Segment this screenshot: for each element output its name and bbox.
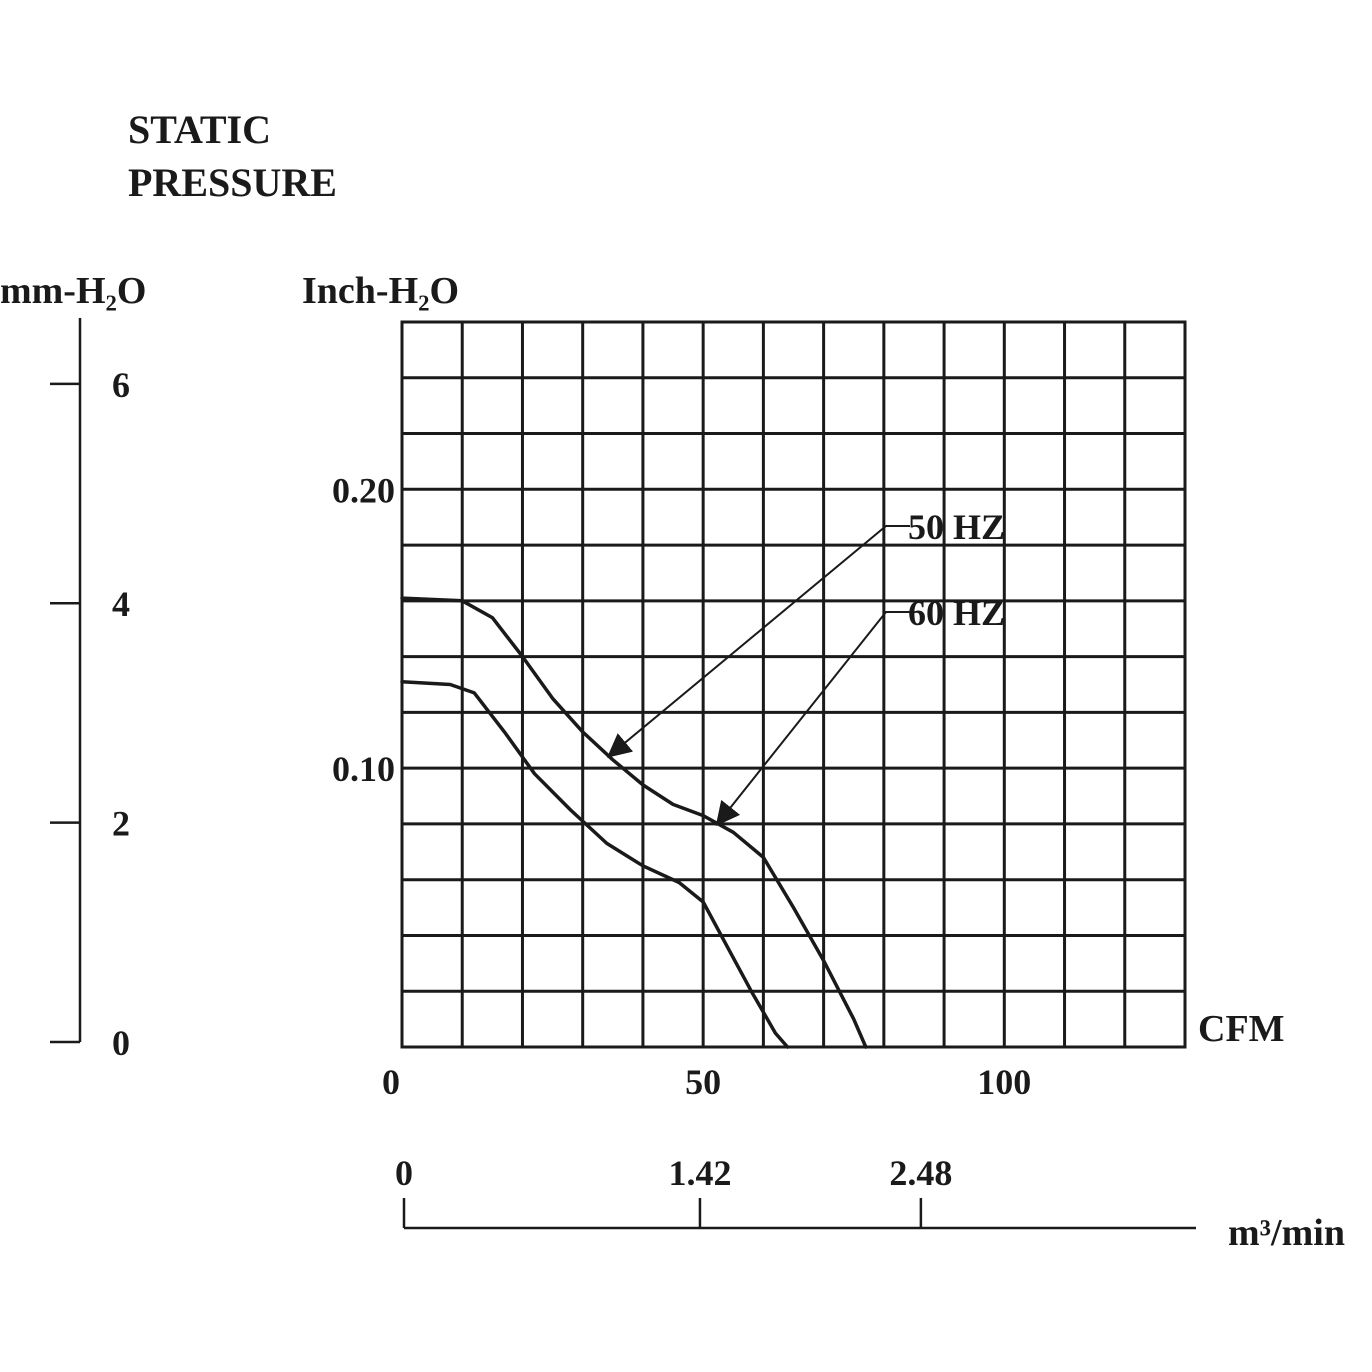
chart-grid: [400, 320, 1187, 1049]
series-label-50hz: 50 HZ: [908, 507, 1005, 547]
series-line-60hz: [400, 679, 790, 1049]
y-tick-label: 0.10: [332, 749, 395, 789]
series-layer: [400, 596, 868, 1049]
annotation-arrow: [715, 611, 910, 827]
x-tick-label: 100: [977, 1062, 1031, 1102]
m3-tick-label: 0: [395, 1153, 413, 1193]
m3-tick-label: 2.48: [889, 1153, 952, 1193]
x-tick-label: 50: [685, 1062, 721, 1102]
y-axis-left-label: mm-H₂O: [0, 270, 146, 312]
chart-title-line-2: PRESSURE: [128, 160, 337, 205]
annotation-arrow: [606, 525, 910, 758]
mm-tick-label: 0: [112, 1023, 130, 1063]
x-tick-label: 0: [382, 1062, 400, 1102]
mm-tick-label: 2: [112, 804, 130, 844]
mm-h2o-axis: 0 2 4 6: [50, 318, 130, 1063]
x-axis-secondary-label: m³/min: [1228, 1212, 1345, 1254]
x-axis-label: CFM: [1198, 1008, 1285, 1050]
y-axis-inner-label: Inch-H₂O: [302, 270, 459, 312]
annotation-layer: 50 HZ 60 HZ: [606, 507, 1005, 827]
mm-tick-label: 4: [112, 584, 130, 624]
series-line-50hz: [400, 596, 868, 1049]
series-label-60hz: 60 HZ: [908, 593, 1005, 633]
plot-frame: [400, 320, 1187, 1049]
x-tick-labels: 0 50 100: [382, 1062, 1031, 1102]
y-tick-label: 0.20: [332, 470, 395, 510]
m3-tick-label: 1.42: [668, 1153, 731, 1193]
y-tick-labels: 0.10 0.20: [332, 470, 395, 789]
mm-tick-label: 6: [112, 365, 130, 405]
chart-title-line-1: STATIC: [128, 107, 271, 152]
m3-min-axis: 0 1.42 2.48: [395, 1153, 1196, 1230]
